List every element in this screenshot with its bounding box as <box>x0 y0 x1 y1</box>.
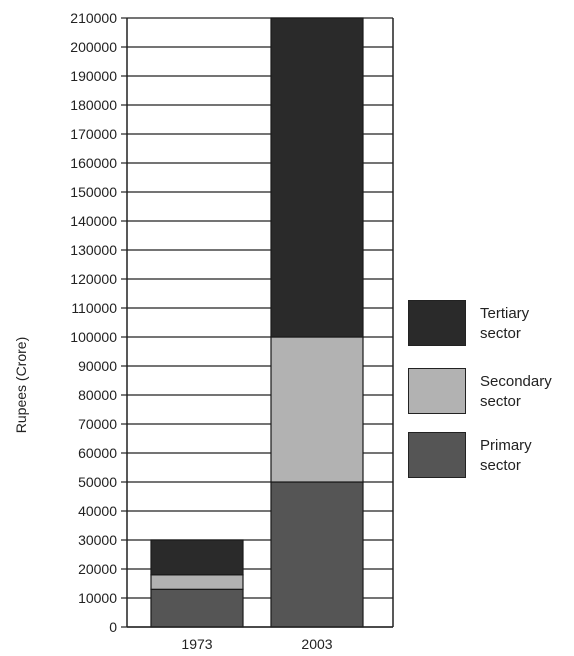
legend-item-secondary: Secondary sector <box>408 368 574 416</box>
bar-segment-secondary-sector-1973 <box>150 574 244 590</box>
y-tick-label: 0 <box>109 619 117 635</box>
legend-label-primary-line2: sector <box>480 457 521 474</box>
y-tick-label: 120000 <box>70 271 117 287</box>
y-axis-label: Rupees (Crore) <box>13 337 29 433</box>
y-tick-labels: 0 10000 20000 30000 40000 50000 60000 70000 8000… <box>70 10 117 635</box>
y-tick-label: 70000 <box>78 416 117 432</box>
legend-swatch-tertiary <box>408 300 466 346</box>
y-tick-label: 190000 <box>70 68 117 84</box>
y-tick-label: 130000 <box>70 242 117 258</box>
legend-label-secondary-line1: Secondary <box>480 373 552 390</box>
y-tick-label: 140000 <box>70 213 117 229</box>
y-tick-label: 80000 <box>78 387 117 403</box>
y-tick-label: 60000 <box>78 445 117 461</box>
legend-label-tertiary-line2: sector <box>480 325 521 342</box>
y-tick-label: 50000 <box>78 474 117 490</box>
legend-label-secondary: Secondary sector <box>480 372 572 412</box>
bar-segment-primary-sector-2003 <box>270 481 364 628</box>
y-tick-label: 30000 <box>78 532 117 548</box>
legend-label-tertiary: Tertiary sector <box>480 304 572 344</box>
legend-swatch-secondary <box>408 368 466 414</box>
bar-segment-secondary-sector-2003 <box>270 336 364 483</box>
bar-segment-tertiary-sector-1973 <box>150 539 244 576</box>
y-tick-label: 180000 <box>70 97 117 113</box>
x-tick-label: 1973 <box>181 636 212 652</box>
y-tick-label: 10000 <box>78 590 117 606</box>
legend-label-primary-line1: Primary <box>480 437 532 454</box>
y-tick-label: 40000 <box>78 503 117 519</box>
bars <box>150 17 364 628</box>
bar-segment-primary-sector-1973 <box>150 588 244 628</box>
y-tick-label: 110000 <box>71 300 117 316</box>
y-tick-label: 210000 <box>70 10 117 26</box>
x-tick-labels: 1973 2003 <box>181 636 332 652</box>
y-tick-label: 90000 <box>78 358 117 374</box>
y-tick-label: 150000 <box>70 184 117 200</box>
y-tick-label: 170000 <box>70 126 117 142</box>
y-tick-label: 20000 <box>78 561 117 577</box>
legend-swatch-primary <box>408 432 466 478</box>
legend-label-secondary-line2: sector <box>480 393 521 410</box>
axes <box>126 18 394 628</box>
y-tick-label: 100000 <box>70 329 117 345</box>
legend-label-primary: Primary sector <box>480 436 572 476</box>
legend-label-tertiary-line1: Tertiary <box>480 305 530 322</box>
y-tick-label: 160000 <box>70 155 117 171</box>
legend-item-primary: Primary sector <box>408 432 574 480</box>
y-tick-label: 200000 <box>70 39 117 55</box>
legend-item-tertiary: Tertiary sector <box>408 300 574 348</box>
x-tick-label: 2003 <box>301 636 332 652</box>
bar-segment-tertiary-sector-2003 <box>270 17 364 338</box>
